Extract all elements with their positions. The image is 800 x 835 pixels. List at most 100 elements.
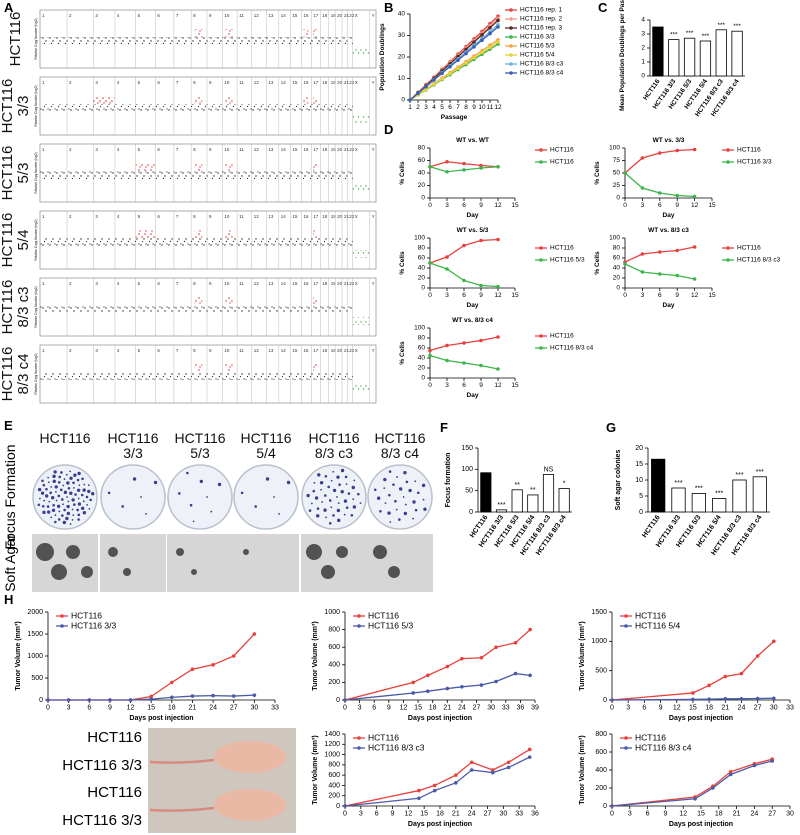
- chromosome-label: 2: [69, 13, 72, 18]
- copy-number-band: [135, 37, 156, 45]
- x-tick-label: 15: [689, 705, 697, 712]
- colony: [278, 513, 280, 515]
- y-tick-label: 400: [328, 782, 340, 789]
- x-tick-label: 7: [456, 104, 460, 111]
- copy-number-band: [347, 171, 353, 179]
- copy-number-band: [237, 305, 252, 313]
- chromosome-label: 6: [157, 80, 160, 85]
- colony: [332, 514, 335, 517]
- bar: [542, 474, 555, 513]
- data-point: [623, 171, 627, 175]
- plate: [167, 464, 233, 530]
- y-tick-label: 75: [613, 157, 621, 164]
- data-point: [640, 186, 645, 190]
- chromosome-label: 11: [239, 214, 244, 219]
- chromosome-label: 21: [344, 281, 350, 286]
- y-tick-label: 0: [616, 195, 620, 202]
- colony: [67, 500, 70, 503]
- legend-label: HCT116 5/3: [520, 43, 555, 50]
- colony: [43, 499, 46, 502]
- colony: [55, 490, 57, 493]
- y-tick-label: 80: [613, 245, 621, 252]
- photo-label: HCT116 3/3: [62, 812, 142, 829]
- copy-number-band: [266, 305, 279, 313]
- copy-number-axis-label: Relative Copy Number (log2): [34, 18, 38, 59]
- colony: [332, 488, 337, 493]
- data-point: [445, 358, 449, 363]
- x-tick-label: 27: [484, 811, 492, 818]
- chromosome-label: 20: [337, 13, 343, 18]
- colony: [343, 499, 348, 503]
- data-point: [460, 685, 464, 689]
- data-point: [527, 755, 532, 759]
- chromosome-label: 14: [281, 80, 287, 85]
- x-tick-label: 33: [786, 705, 794, 712]
- chromosome-label: 9: [209, 80, 212, 85]
- chromosome-label: 16: [304, 281, 310, 286]
- data-point: [691, 691, 695, 695]
- chromosome-label: 10: [224, 80, 230, 85]
- colony: [405, 480, 409, 484]
- legend-label: HCT116: [368, 610, 399, 620]
- soft-agar-image: [100, 534, 166, 592]
- data-point: [408, 98, 412, 102]
- y-tick-label: 0: [421, 195, 425, 202]
- significance-label: ***: [695, 485, 703, 492]
- copy-number-band: [40, 372, 68, 380]
- chromosome-label: 18: [322, 13, 328, 18]
- colony: [54, 514, 57, 517]
- colony: [403, 471, 407, 475]
- legend-marker: [539, 160, 543, 164]
- copy-number-band: [290, 104, 302, 112]
- data-point: [479, 363, 483, 368]
- photo-label: HCT116: [87, 729, 142, 746]
- colony: [76, 488, 81, 492]
- copy-number-band: [290, 305, 302, 313]
- legend-marker: [357, 736, 361, 740]
- series-line: [624, 263, 695, 280]
- y-tick-label: 4: [641, 17, 645, 24]
- chromosome-label: 8: [193, 214, 196, 219]
- x-tick-label: 3: [445, 292, 449, 299]
- legend-label: HCT116 8/3 c3: [737, 257, 781, 264]
- x-tick-label: 4: [432, 104, 436, 111]
- chromosome-label: Y: [372, 80, 375, 85]
- colony: [77, 502, 82, 506]
- colony: [388, 470, 392, 473]
- bar: [715, 29, 727, 77]
- chromosome-label: 5: [138, 348, 141, 353]
- y-tick-label: 400: [328, 662, 340, 669]
- colony: [312, 489, 316, 493]
- colony: [80, 493, 84, 497]
- x-tick-label: 11: [487, 104, 494, 111]
- legend-label: HCT116 8/3 c4: [635, 742, 692, 752]
- x-tick-label: 33: [502, 705, 510, 712]
- colony: [63, 478, 66, 481]
- x-tick-label: 3: [445, 202, 449, 209]
- colony: [72, 503, 76, 506]
- colony: [217, 482, 222, 487]
- colony: [357, 492, 360, 496]
- copy-number-band: [266, 37, 279, 45]
- column-header: HCT116 5/4: [240, 430, 292, 461]
- colony: [76, 508, 79, 512]
- data-point: [528, 673, 532, 678]
- y-tick-label: 0: [421, 285, 425, 292]
- series-line: [344, 756, 531, 807]
- colony: [47, 476, 50, 479]
- copy-number-gain: [225, 29, 233, 37]
- chromosome-label: 19: [331, 281, 337, 286]
- copy-number-band: [278, 171, 291, 179]
- mouse-tail: [149, 806, 215, 812]
- y-tick-label: 40: [418, 355, 426, 362]
- data-point: [770, 759, 774, 763]
- data-point: [479, 163, 483, 168]
- agar-colony: [306, 544, 322, 560]
- colony: [421, 483, 426, 488]
- data-point: [462, 168, 466, 172]
- x-tick-label: 15: [414, 705, 422, 712]
- series-line: [344, 748, 531, 807]
- copy-number-band: [290, 171, 302, 179]
- chromosome-label: 10: [224, 147, 230, 152]
- data-point: [448, 71, 452, 76]
